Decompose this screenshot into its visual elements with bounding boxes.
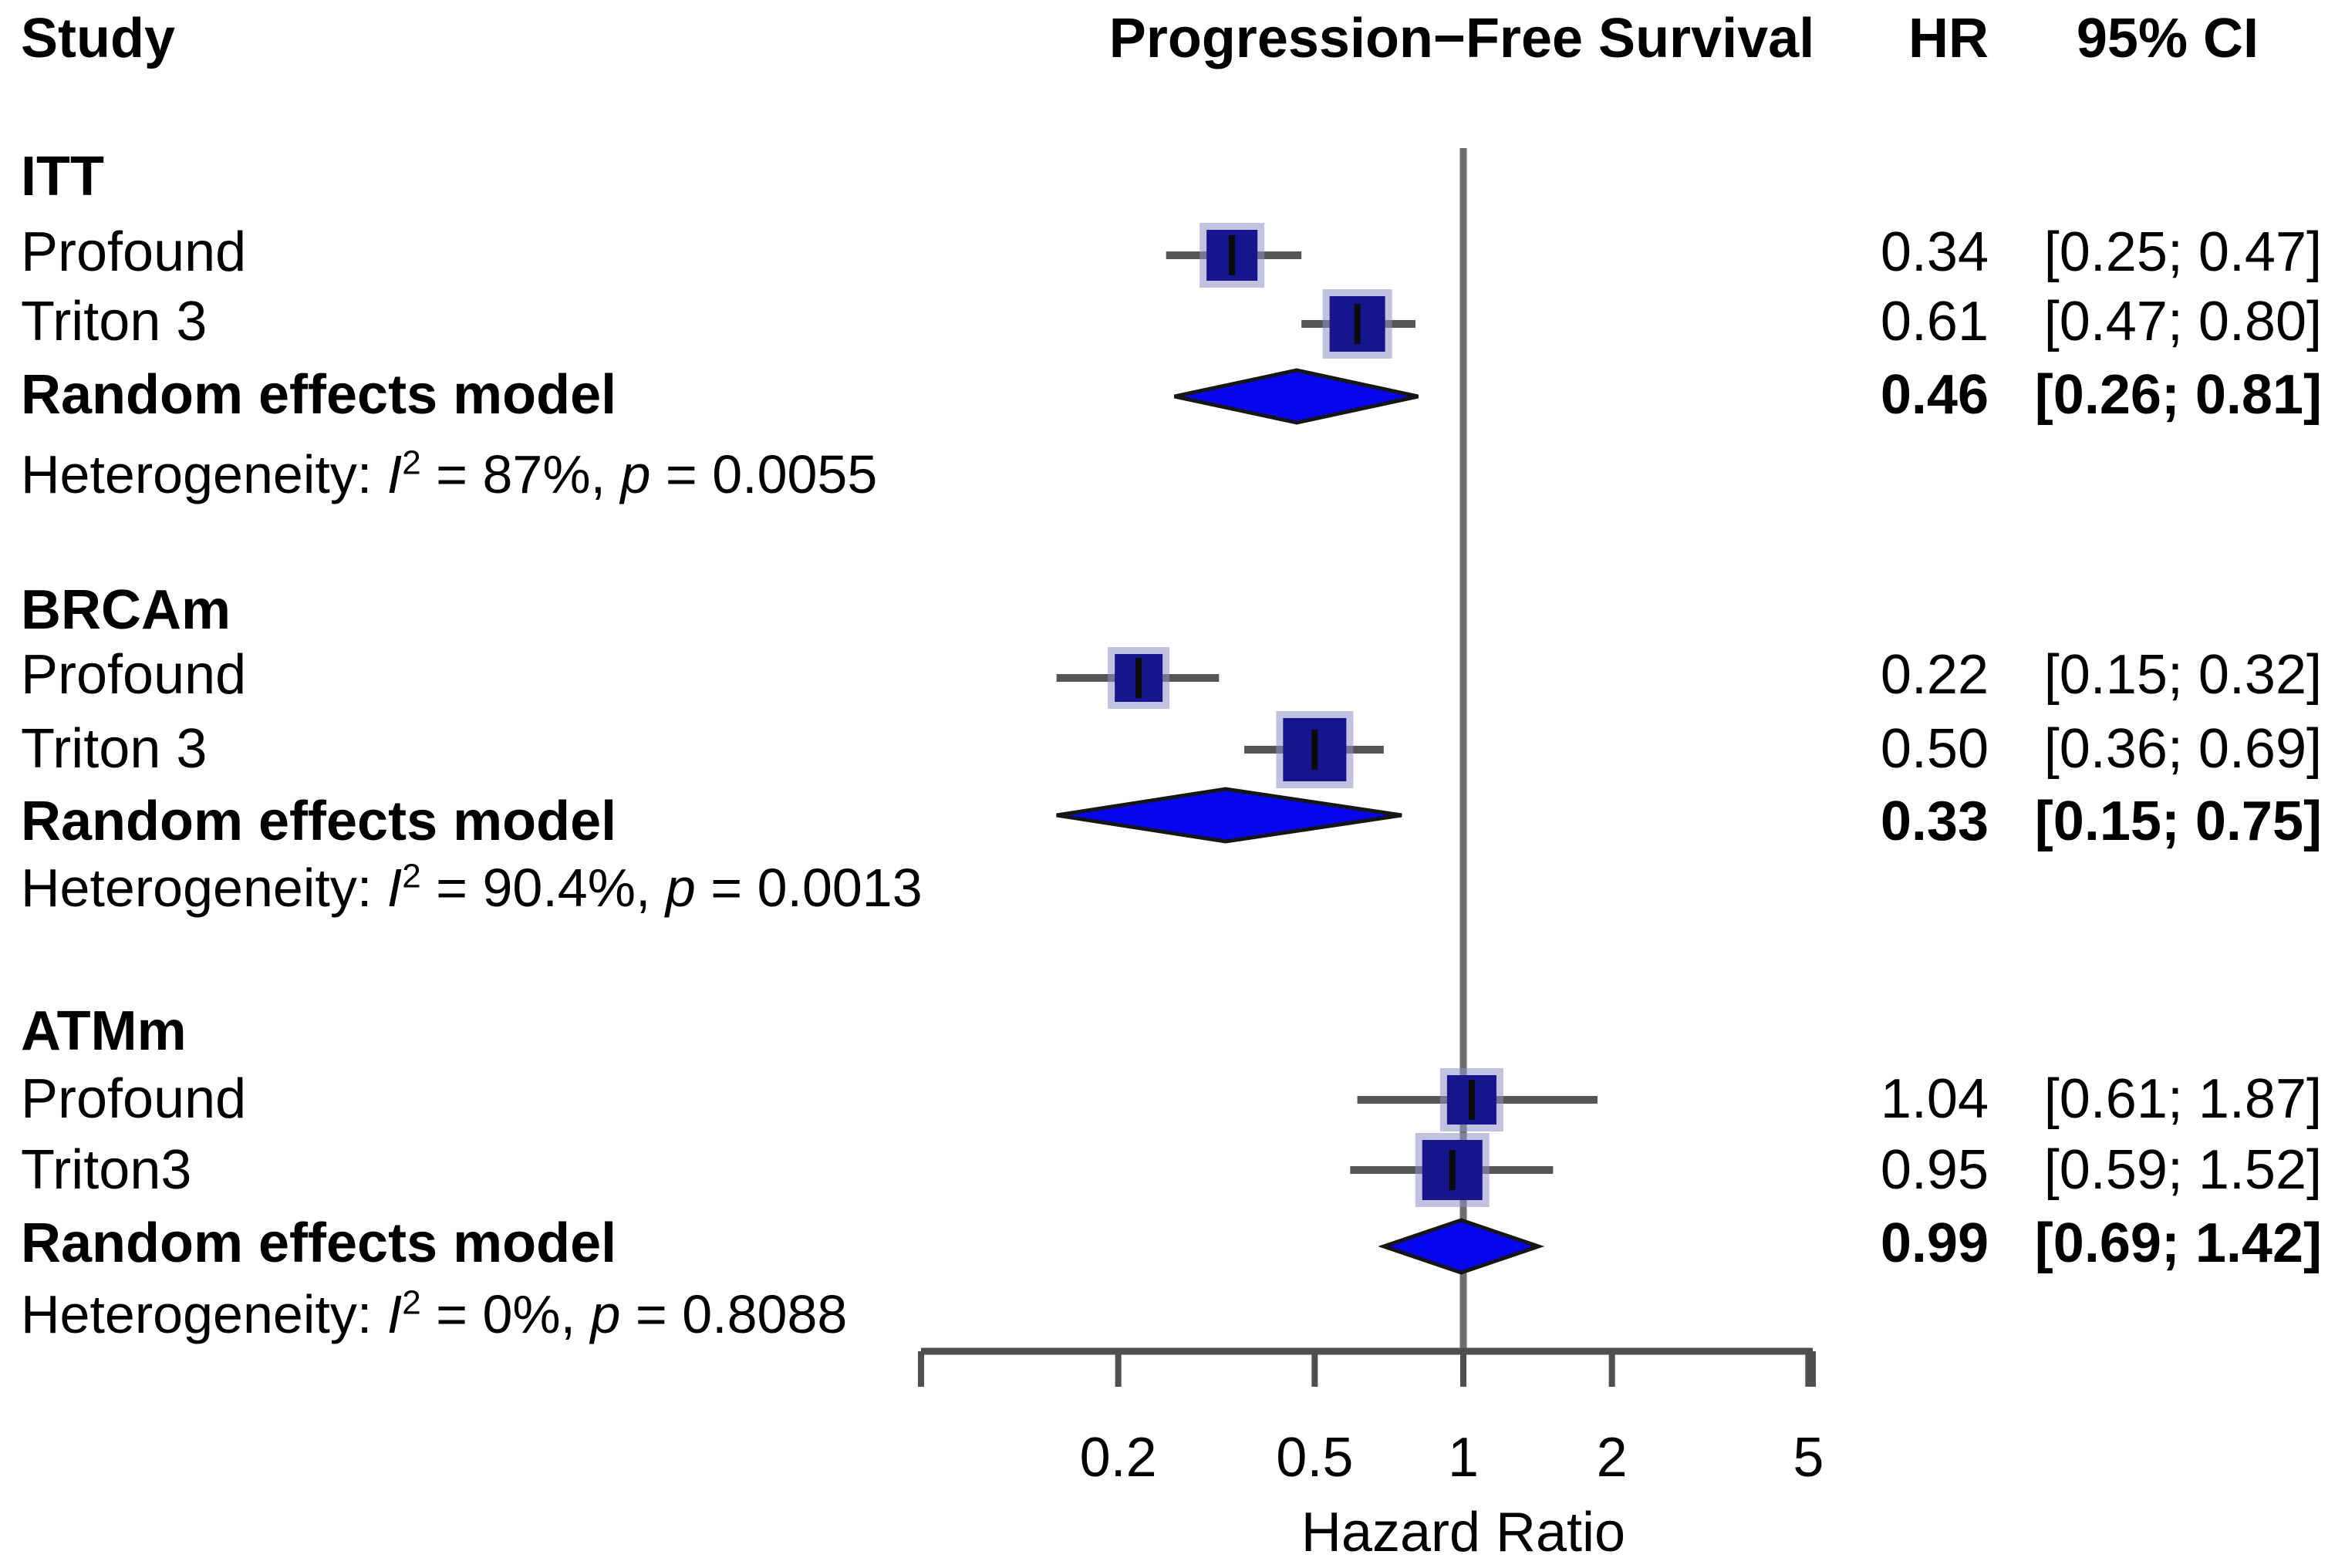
pooled-hr-value: 0.33 xyxy=(1880,791,1989,852)
study-label: Triton3 xyxy=(21,1139,192,1201)
ci-value: [0.47; 0.80] xyxy=(2043,291,2322,352)
group-label: ATMm xyxy=(21,1000,187,1062)
het-i-symbol: I xyxy=(386,444,403,504)
x-axis-tick-label: 1 xyxy=(1448,1427,1479,1489)
ci-value: [0.59; 1.52] xyxy=(2043,1139,2322,1201)
point-estimate-tick xyxy=(1311,730,1318,770)
point-estimate-tick xyxy=(1449,1150,1456,1190)
pooled-diamond xyxy=(1174,368,1419,425)
het-i-exponent: 2 xyxy=(402,857,421,895)
plot-title: Progression−Free Survival xyxy=(1108,8,1815,69)
column-header-ci: 95% CI xyxy=(2076,8,2259,69)
het-eq: = xyxy=(650,444,713,504)
column-header-hr: HR xyxy=(1908,8,1989,69)
pooled-hr-value: 0.46 xyxy=(1880,364,1989,426)
het-i-exponent: 2 xyxy=(402,1283,421,1322)
pooled-ci-value: [0.69; 1.42] xyxy=(2034,1212,2322,1274)
het-p-symbol: p xyxy=(620,444,651,504)
study-label: Profound xyxy=(21,221,247,283)
het-p-value: 0.0013 xyxy=(757,858,923,918)
het-i2-value: 87% xyxy=(482,444,591,504)
x-axis-title: Hazard Ratio xyxy=(1301,1502,1625,1563)
study-label: Triton 3 xyxy=(21,291,208,352)
x-axis-tick-label: 0.5 xyxy=(1276,1427,1353,1489)
pooled-label: Random effects model xyxy=(21,1212,617,1274)
pooled-diamond xyxy=(1378,1218,1545,1275)
hr-value: 0.50 xyxy=(1880,718,1989,780)
pooled-label: Random effects model xyxy=(21,364,617,426)
hr-value: 0.61 xyxy=(1880,291,1989,352)
het-prefix: Heterogeneity: xyxy=(21,444,387,504)
het-eq: = xyxy=(420,858,483,918)
het-i-symbol: I xyxy=(386,858,403,918)
het-p-symbol: p xyxy=(665,858,696,918)
study-label: Profound xyxy=(21,644,247,706)
het-i-exponent: 2 xyxy=(402,443,421,482)
heterogeneity-line: Heterogeneity: I2 = 0%, p = 0.8088 xyxy=(21,1283,848,1344)
het-p-symbol: p xyxy=(590,1284,621,1344)
study-label: Triton 3 xyxy=(21,718,208,780)
het-p-value: 0.0055 xyxy=(712,444,878,504)
het-eq: = xyxy=(420,444,483,504)
het-comma: , xyxy=(560,1284,591,1344)
ci-value: [0.25; 0.47] xyxy=(2043,221,2322,283)
x-axis-tick-label: 2 xyxy=(1597,1427,1628,1489)
het-comma: , xyxy=(635,858,666,918)
pooled-ci-value: [0.15; 0.75] xyxy=(2034,791,2322,852)
ci-value: [0.15; 0.32] xyxy=(2043,644,2322,706)
het-i-symbol: I xyxy=(386,1284,403,1344)
heterogeneity-line: Heterogeneity: I2 = 90.4%, p = 0.0013 xyxy=(21,857,923,918)
pooled-label: Random effects model xyxy=(21,791,617,852)
point-estimate-tick xyxy=(1135,658,1142,698)
het-prefix: Heterogeneity: xyxy=(21,1284,387,1344)
heterogeneity-line: Heterogeneity: I2 = 87%, p = 0.0055 xyxy=(21,443,878,504)
column-header-study: Study xyxy=(21,8,176,69)
het-eq: = xyxy=(695,858,757,918)
het-i2-value: 90.4% xyxy=(482,858,636,918)
point-estimate-tick xyxy=(1468,1080,1475,1120)
het-eq: = xyxy=(420,1284,483,1344)
group-label: BRCAm xyxy=(21,579,231,641)
x-axis-tick-label: 5 xyxy=(1793,1427,1824,1489)
point-estimate-tick xyxy=(1229,235,1236,275)
het-comma: , xyxy=(590,444,621,504)
hr-value: 0.34 xyxy=(1880,221,1989,283)
hr-value: 0.95 xyxy=(1880,1139,1989,1201)
study-label: Profound xyxy=(21,1068,247,1130)
x-axis-tick-label: 0.2 xyxy=(1080,1427,1157,1489)
ci-value: [0.61; 1.87] xyxy=(2043,1068,2322,1130)
group-label: ITT xyxy=(21,146,104,207)
het-eq: = xyxy=(620,1284,683,1344)
pooled-hr-value: 0.99 xyxy=(1880,1212,1989,1274)
pooled-ci-value: [0.26; 0.81] xyxy=(2034,364,2322,426)
hr-value: 0.22 xyxy=(1880,644,1989,706)
hr-value: 1.04 xyxy=(1880,1068,1989,1130)
ci-value: [0.36; 0.69] xyxy=(2043,718,2322,780)
het-i2-value: 0% xyxy=(482,1284,561,1344)
point-estimate-tick xyxy=(1354,304,1361,344)
het-p-value: 0.8088 xyxy=(682,1284,848,1344)
pooled-diamond xyxy=(1056,787,1402,844)
het-prefix: Heterogeneity: xyxy=(21,858,387,918)
